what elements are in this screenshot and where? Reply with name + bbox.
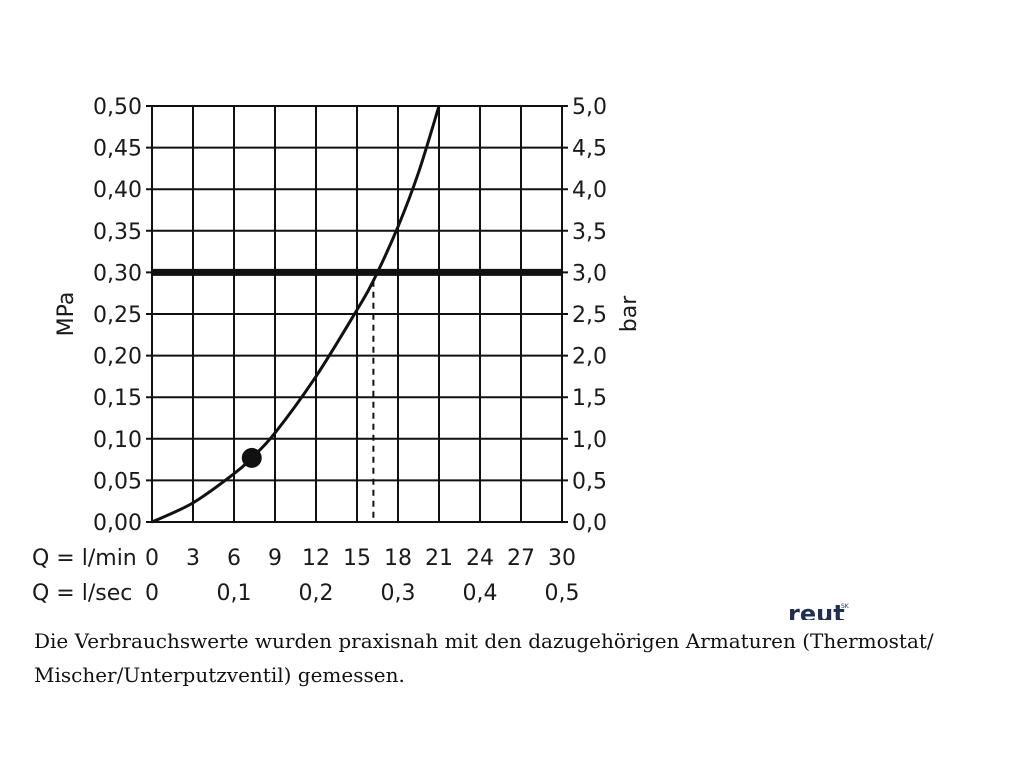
x-axis-lmin-row: 0 3 6 9 12 15 18 21 24 27 30 bbox=[145, 546, 576, 571]
brand-logo: reut SK bbox=[788, 600, 850, 620]
x-axis-lsec-row: 0 0,1 0,2 0,3 0,4 0,5 bbox=[145, 581, 580, 606]
marker-point bbox=[241, 447, 262, 468]
left-axis-title: MPa bbox=[54, 292, 79, 337]
chart-grid bbox=[146, 105, 568, 523]
footnote: Die Verbrauchswerte wurden praxisnah mit… bbox=[34, 629, 934, 687]
x-tick-lmin: 12 bbox=[302, 546, 330, 571]
right-tick-label: 0,0 bbox=[572, 511, 607, 536]
x-tick-lmin: 3 bbox=[186, 546, 200, 571]
x-axis-lmin-label: Q = l/min bbox=[32, 546, 137, 571]
logo-sup: SK bbox=[841, 603, 850, 610]
x-axis-lsec-label: Q = l/sec bbox=[32, 581, 132, 606]
left-tick-label: 0,25 bbox=[93, 303, 142, 328]
x-tick-lmin: 15 bbox=[343, 546, 371, 571]
right-tick-label: 1,0 bbox=[572, 428, 607, 453]
right-tick-label: 1,5 bbox=[572, 386, 607, 411]
x-tick-lmin: 6 bbox=[227, 546, 241, 571]
x-tick-lsec: 0,4 bbox=[463, 581, 498, 606]
left-tick-label: 0,00 bbox=[93, 511, 142, 536]
right-axis-title: bar bbox=[617, 295, 642, 332]
logo-text: reut bbox=[788, 600, 845, 620]
x-tick-lmin: 9 bbox=[268, 546, 282, 571]
left-tick-label: 0,15 bbox=[93, 386, 142, 411]
right-tick-label: 3,0 bbox=[572, 261, 607, 286]
x-tick-lmin: 24 bbox=[466, 546, 494, 571]
left-tick-label: 0,40 bbox=[93, 178, 142, 203]
pressure-curve bbox=[151, 105, 441, 524]
x-tick-lsec: 0,2 bbox=[299, 581, 334, 606]
right-tick-label: 3,5 bbox=[572, 220, 607, 245]
x-tick-lmin: 21 bbox=[425, 546, 453, 571]
left-axis-ticks: 0,00 0,05 0,10 0,15 0,20 0,25 0,30 0,35 0,40 0,45… bbox=[93, 95, 142, 536]
x-tick-lmin: 18 bbox=[384, 546, 412, 571]
x-tick-lsec: 0,1 bbox=[217, 581, 252, 606]
left-tick-label: 0,50 bbox=[93, 95, 142, 120]
right-tick-label: 2,0 bbox=[572, 345, 607, 370]
right-tick-label: 4,0 bbox=[572, 178, 607, 203]
left-tick-label: 0,10 bbox=[93, 428, 142, 453]
pressure-flow-chart: 0,000,050,100,150,200,250,300,350,400,45… bbox=[32, 95, 850, 620]
left-tick-label: 0,05 bbox=[93, 469, 142, 494]
left-tick-label: 0,45 bbox=[93, 137, 142, 162]
right-axis-ticks: 0,0 0,5 1,0 1,5 2,0 2,5 3,0 3,5 4,0 4,5 5,0 bbox=[572, 95, 607, 536]
left-tick-label: 0,20 bbox=[93, 345, 142, 370]
x-tick-lsec: 0,5 bbox=[545, 581, 580, 606]
left-tick-label: 0,35 bbox=[93, 220, 142, 245]
right-tick-label: 2,5 bbox=[572, 303, 607, 328]
right-tick-label: 4,5 bbox=[572, 137, 607, 162]
left-tick-label: 0,30 bbox=[93, 261, 142, 286]
right-tick-label: 5,0 bbox=[572, 95, 607, 120]
x-tick-lsec: 0,3 bbox=[381, 581, 416, 606]
x-tick-lmin: 27 bbox=[507, 546, 535, 571]
x-tick-lmin: 30 bbox=[548, 546, 576, 571]
right-tick-label: 0,5 bbox=[572, 469, 607, 494]
x-tick-lsec: 0 bbox=[145, 581, 159, 606]
x-tick-lmin: 0 bbox=[145, 546, 159, 571]
series-layer bbox=[151, 105, 441, 524]
reference-line-layer bbox=[152, 268, 562, 522]
